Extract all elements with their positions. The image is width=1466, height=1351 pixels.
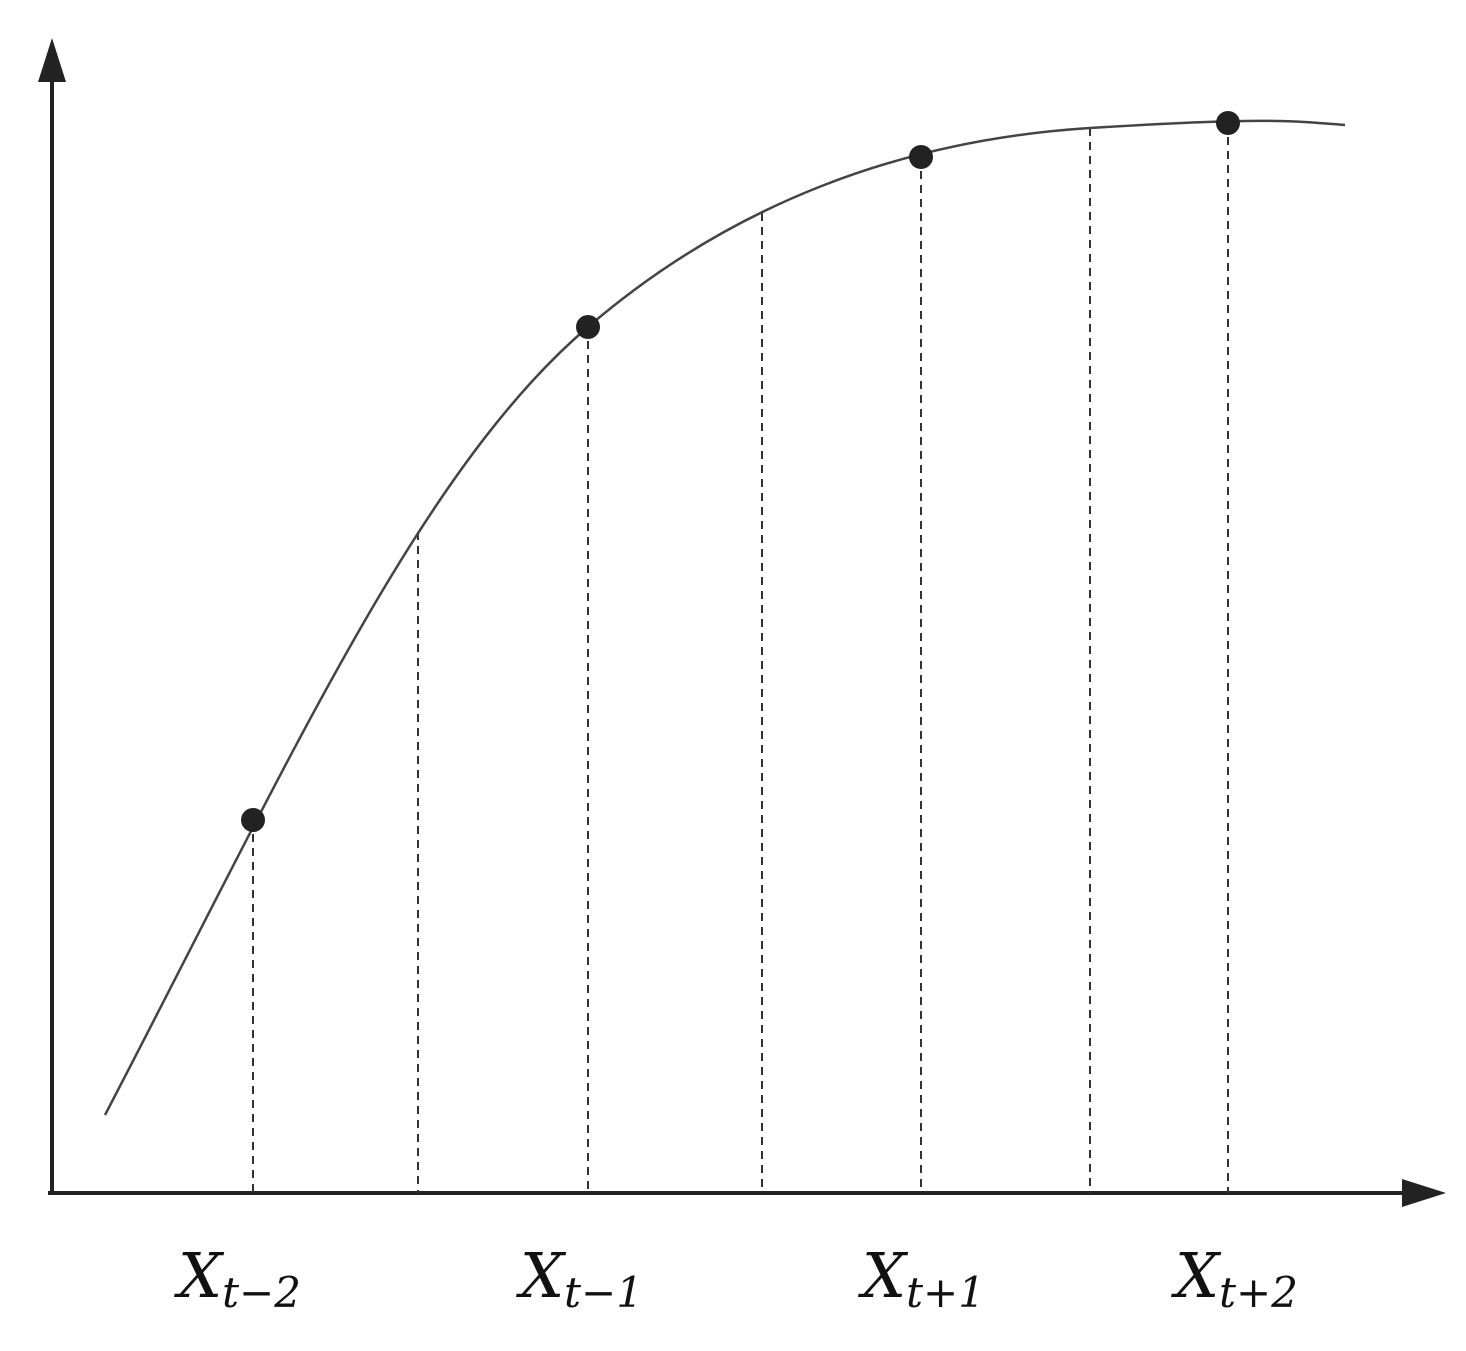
label-main: X — [858, 1239, 909, 1312]
y-axis-arrow — [38, 38, 66, 82]
point — [576, 315, 600, 339]
label: Xt+2 — [1171, 1239, 1298, 1317]
label: Xt+1 — [858, 1239, 985, 1317]
curve — [103, 119, 1346, 1116]
label: Xt−2 — [174, 1239, 301, 1317]
label-main: X — [174, 1239, 225, 1312]
label-sub: t+2 — [1219, 1268, 1298, 1317]
label-sub: t−2 — [222, 1268, 301, 1317]
point — [1216, 111, 1240, 135]
dashed-guides — [252, 123, 1229, 1193]
points — [241, 111, 1240, 832]
point — [241, 808, 265, 832]
label: Xt−1 — [516, 1239, 643, 1317]
label-sub: t−1 — [564, 1268, 643, 1317]
label-main: X — [516, 1239, 567, 1312]
label-sub: t+1 — [906, 1268, 985, 1317]
point — [909, 145, 933, 169]
label-main: X — [1171, 1239, 1222, 1312]
x-axis-arrow — [1402, 1179, 1446, 1207]
